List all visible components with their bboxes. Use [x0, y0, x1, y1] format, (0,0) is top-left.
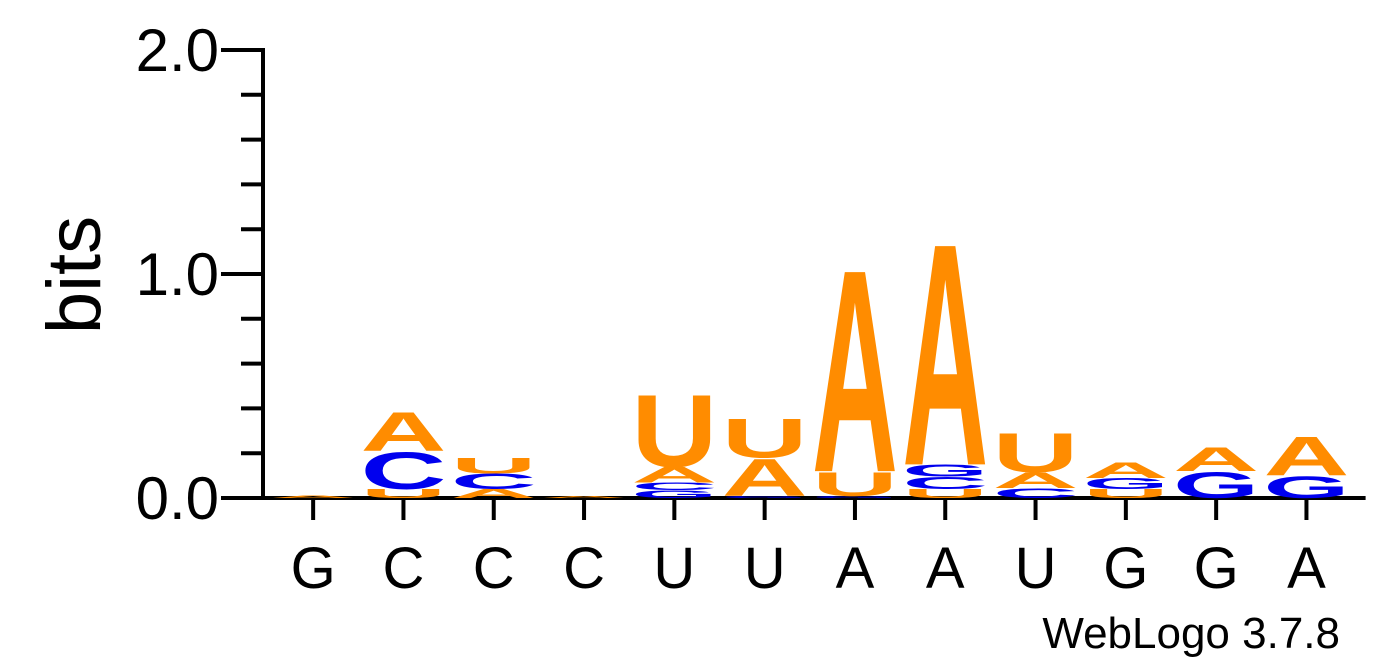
- y-axis-label: bits: [32, 216, 117, 334]
- x-tick-label: C: [563, 536, 605, 601]
- logo-letter: A: [722, 448, 808, 507]
- logo-letter-group: A: [1173, 440, 1259, 478]
- logo-letter-group: U: [631, 374, 717, 488]
- logo-letter: C: [631, 481, 717, 493]
- logo-letter: C: [360, 441, 446, 500]
- logo-letter: A: [812, 209, 898, 532]
- logo-letter: A: [993, 468, 1079, 492]
- logo-letter-group: A: [541, 495, 627, 498]
- logo-letter-group: A: [1083, 458, 1169, 482]
- logo-letter: G: [1173, 464, 1259, 506]
- logo-letter-group: A: [631, 463, 717, 487]
- logo-letter: A: [360, 401, 446, 463]
- logo-letter: C: [993, 485, 1079, 501]
- logo-letter: U: [993, 422, 1079, 484]
- logo-letter: G: [722, 495, 808, 498]
- logo-letter: A: [1083, 458, 1169, 482]
- logo-letter-group: G: [1263, 470, 1349, 505]
- logo-letter: U: [812, 465, 898, 503]
- logo-letter: A: [270, 495, 356, 499]
- logo-letter-group: A: [722, 448, 808, 507]
- logo-letter-group: A: [360, 401, 446, 463]
- logo-letter: A: [541, 495, 627, 498]
- logo-letter-group: G: [812, 495, 898, 498]
- y-tick-label: 0.0: [136, 465, 219, 532]
- logo-letter-group: U: [993, 422, 1079, 484]
- x-tick-label: U: [653, 536, 695, 601]
- logo-letter-group: C: [902, 474, 988, 493]
- logo-letter: G: [812, 495, 898, 498]
- x-tick-label: A: [836, 536, 875, 601]
- logo-letter-group: U: [1083, 487, 1169, 501]
- x-tick-label: C: [383, 536, 425, 601]
- weblogo-footer: WebLogo 3.7.8: [1042, 609, 1340, 658]
- x-tick-label: C: [473, 536, 515, 601]
- logo-letter-group: C: [993, 485, 1079, 501]
- logo-letter-group: A: [993, 468, 1079, 492]
- logo-letter-group: G: [1083, 475, 1169, 492]
- logo-letter: G: [631, 488, 717, 500]
- logo-letter: U: [451, 454, 537, 478]
- y-tick-label: 1.0: [136, 241, 219, 308]
- logo-letter: G: [1083, 475, 1169, 492]
- logo-letter: C: [902, 474, 988, 493]
- logo-letter-group: G: [722, 495, 808, 498]
- logo-letter-group: C: [451, 469, 537, 493]
- logo-letter: U: [360, 487, 446, 501]
- x-tick-label: G: [1194, 536, 1239, 601]
- logo-letter: G: [902, 461, 988, 480]
- logo-letter: G: [1263, 470, 1349, 505]
- logo-letter-group: A: [812, 209, 898, 532]
- logo-letter-group: G: [1173, 464, 1259, 506]
- logo-letter-group: U: [360, 487, 446, 501]
- logo-letter-group: A: [270, 495, 356, 499]
- logo-letter: A: [902, 177, 988, 532]
- x-tick-label: G: [291, 536, 336, 601]
- logo-letter: A: [1173, 440, 1259, 478]
- logo-letter-group: G: [631, 488, 717, 500]
- logo-letter: A: [451, 487, 537, 501]
- y-axis: 0.0 1.0 2.0: [136, 17, 265, 532]
- logo-letter-group: G: [902, 461, 988, 480]
- logo-letter: U: [631, 374, 717, 488]
- y-tick-label: 2.0: [136, 17, 219, 84]
- logo-letter: A: [1263, 426, 1349, 488]
- logo-letter: U: [722, 408, 808, 470]
- logo-letter-group: U: [812, 465, 898, 503]
- logo-letter-group: U: [902, 487, 988, 501]
- logo-letter-group: A: [1263, 426, 1349, 488]
- logo-letter-group: U: [722, 408, 808, 470]
- logo-letter-group: C: [631, 481, 717, 493]
- logo-letter: A: [631, 463, 717, 487]
- x-tick-label: A: [1287, 536, 1326, 601]
- logo-letter-group: U: [451, 454, 537, 478]
- logo-letter-group: A: [902, 177, 988, 532]
- logo-letter-group: A: [451, 487, 537, 501]
- x-tick-label: U: [744, 536, 786, 601]
- logo-letter: C: [451, 469, 537, 493]
- x-tick-label: G: [1103, 536, 1148, 601]
- logo-letter: U: [902, 487, 988, 501]
- logo-letter-group: C: [360, 441, 446, 500]
- logo-letter: U: [1083, 487, 1169, 501]
- x-tick-label: U: [1015, 536, 1057, 601]
- x-tick-label: A: [926, 536, 965, 601]
